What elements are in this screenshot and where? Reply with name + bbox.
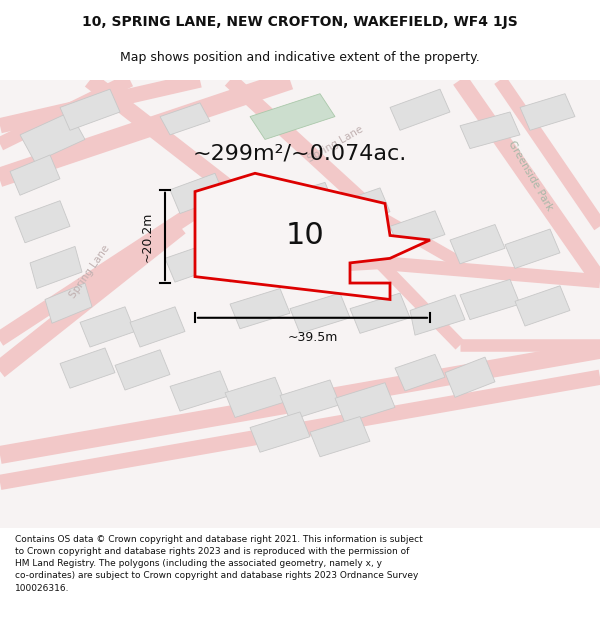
Polygon shape <box>15 201 70 242</box>
Polygon shape <box>390 211 445 250</box>
Polygon shape <box>250 94 335 139</box>
Text: Spring Lane: Spring Lane <box>305 124 364 164</box>
Polygon shape <box>250 412 310 452</box>
Text: Contains OS data © Crown copyright and database right 2021. This information is : Contains OS data © Crown copyright and d… <box>15 535 423 592</box>
Text: ~20.2m: ~20.2m <box>140 211 154 262</box>
Polygon shape <box>395 354 445 391</box>
Polygon shape <box>160 103 210 135</box>
Polygon shape <box>335 382 395 423</box>
Polygon shape <box>45 283 92 323</box>
Polygon shape <box>280 380 340 420</box>
Polygon shape <box>80 307 135 347</box>
Polygon shape <box>335 188 390 228</box>
Polygon shape <box>115 350 170 390</box>
Polygon shape <box>460 279 520 319</box>
Polygon shape <box>350 293 410 333</box>
Text: 10, SPRING LANE, NEW CROFTON, WAKEFIELD, WF4 1JS: 10, SPRING LANE, NEW CROFTON, WAKEFIELD,… <box>82 16 518 29</box>
Polygon shape <box>195 173 430 299</box>
Polygon shape <box>505 229 560 268</box>
Polygon shape <box>390 89 450 130</box>
Polygon shape <box>170 371 230 411</box>
Polygon shape <box>130 307 185 347</box>
Polygon shape <box>410 295 465 335</box>
Polygon shape <box>515 286 570 326</box>
Polygon shape <box>10 155 60 195</box>
Polygon shape <box>270 182 335 222</box>
Polygon shape <box>60 89 120 130</box>
Polygon shape <box>170 173 225 214</box>
Polygon shape <box>460 112 520 149</box>
Polygon shape <box>445 357 495 398</box>
Polygon shape <box>165 242 220 282</box>
Polygon shape <box>225 378 285 418</box>
Text: Spring Lane: Spring Lane <box>68 244 112 301</box>
Polygon shape <box>230 289 290 329</box>
Text: 10: 10 <box>286 221 325 250</box>
Polygon shape <box>225 181 275 217</box>
Polygon shape <box>520 94 575 130</box>
Polygon shape <box>220 242 275 282</box>
Text: ~299m²/~0.074ac.: ~299m²/~0.074ac. <box>193 143 407 163</box>
Polygon shape <box>310 416 370 457</box>
Text: Greenside Park: Greenside Park <box>506 139 554 212</box>
Polygon shape <box>60 348 115 388</box>
Text: ~39.5m: ~39.5m <box>287 331 338 344</box>
Text: Map shows position and indicative extent of the property.: Map shows position and indicative extent… <box>120 51 480 64</box>
Polygon shape <box>290 293 350 333</box>
Polygon shape <box>20 112 85 162</box>
Polygon shape <box>450 224 505 264</box>
Polygon shape <box>30 246 82 289</box>
